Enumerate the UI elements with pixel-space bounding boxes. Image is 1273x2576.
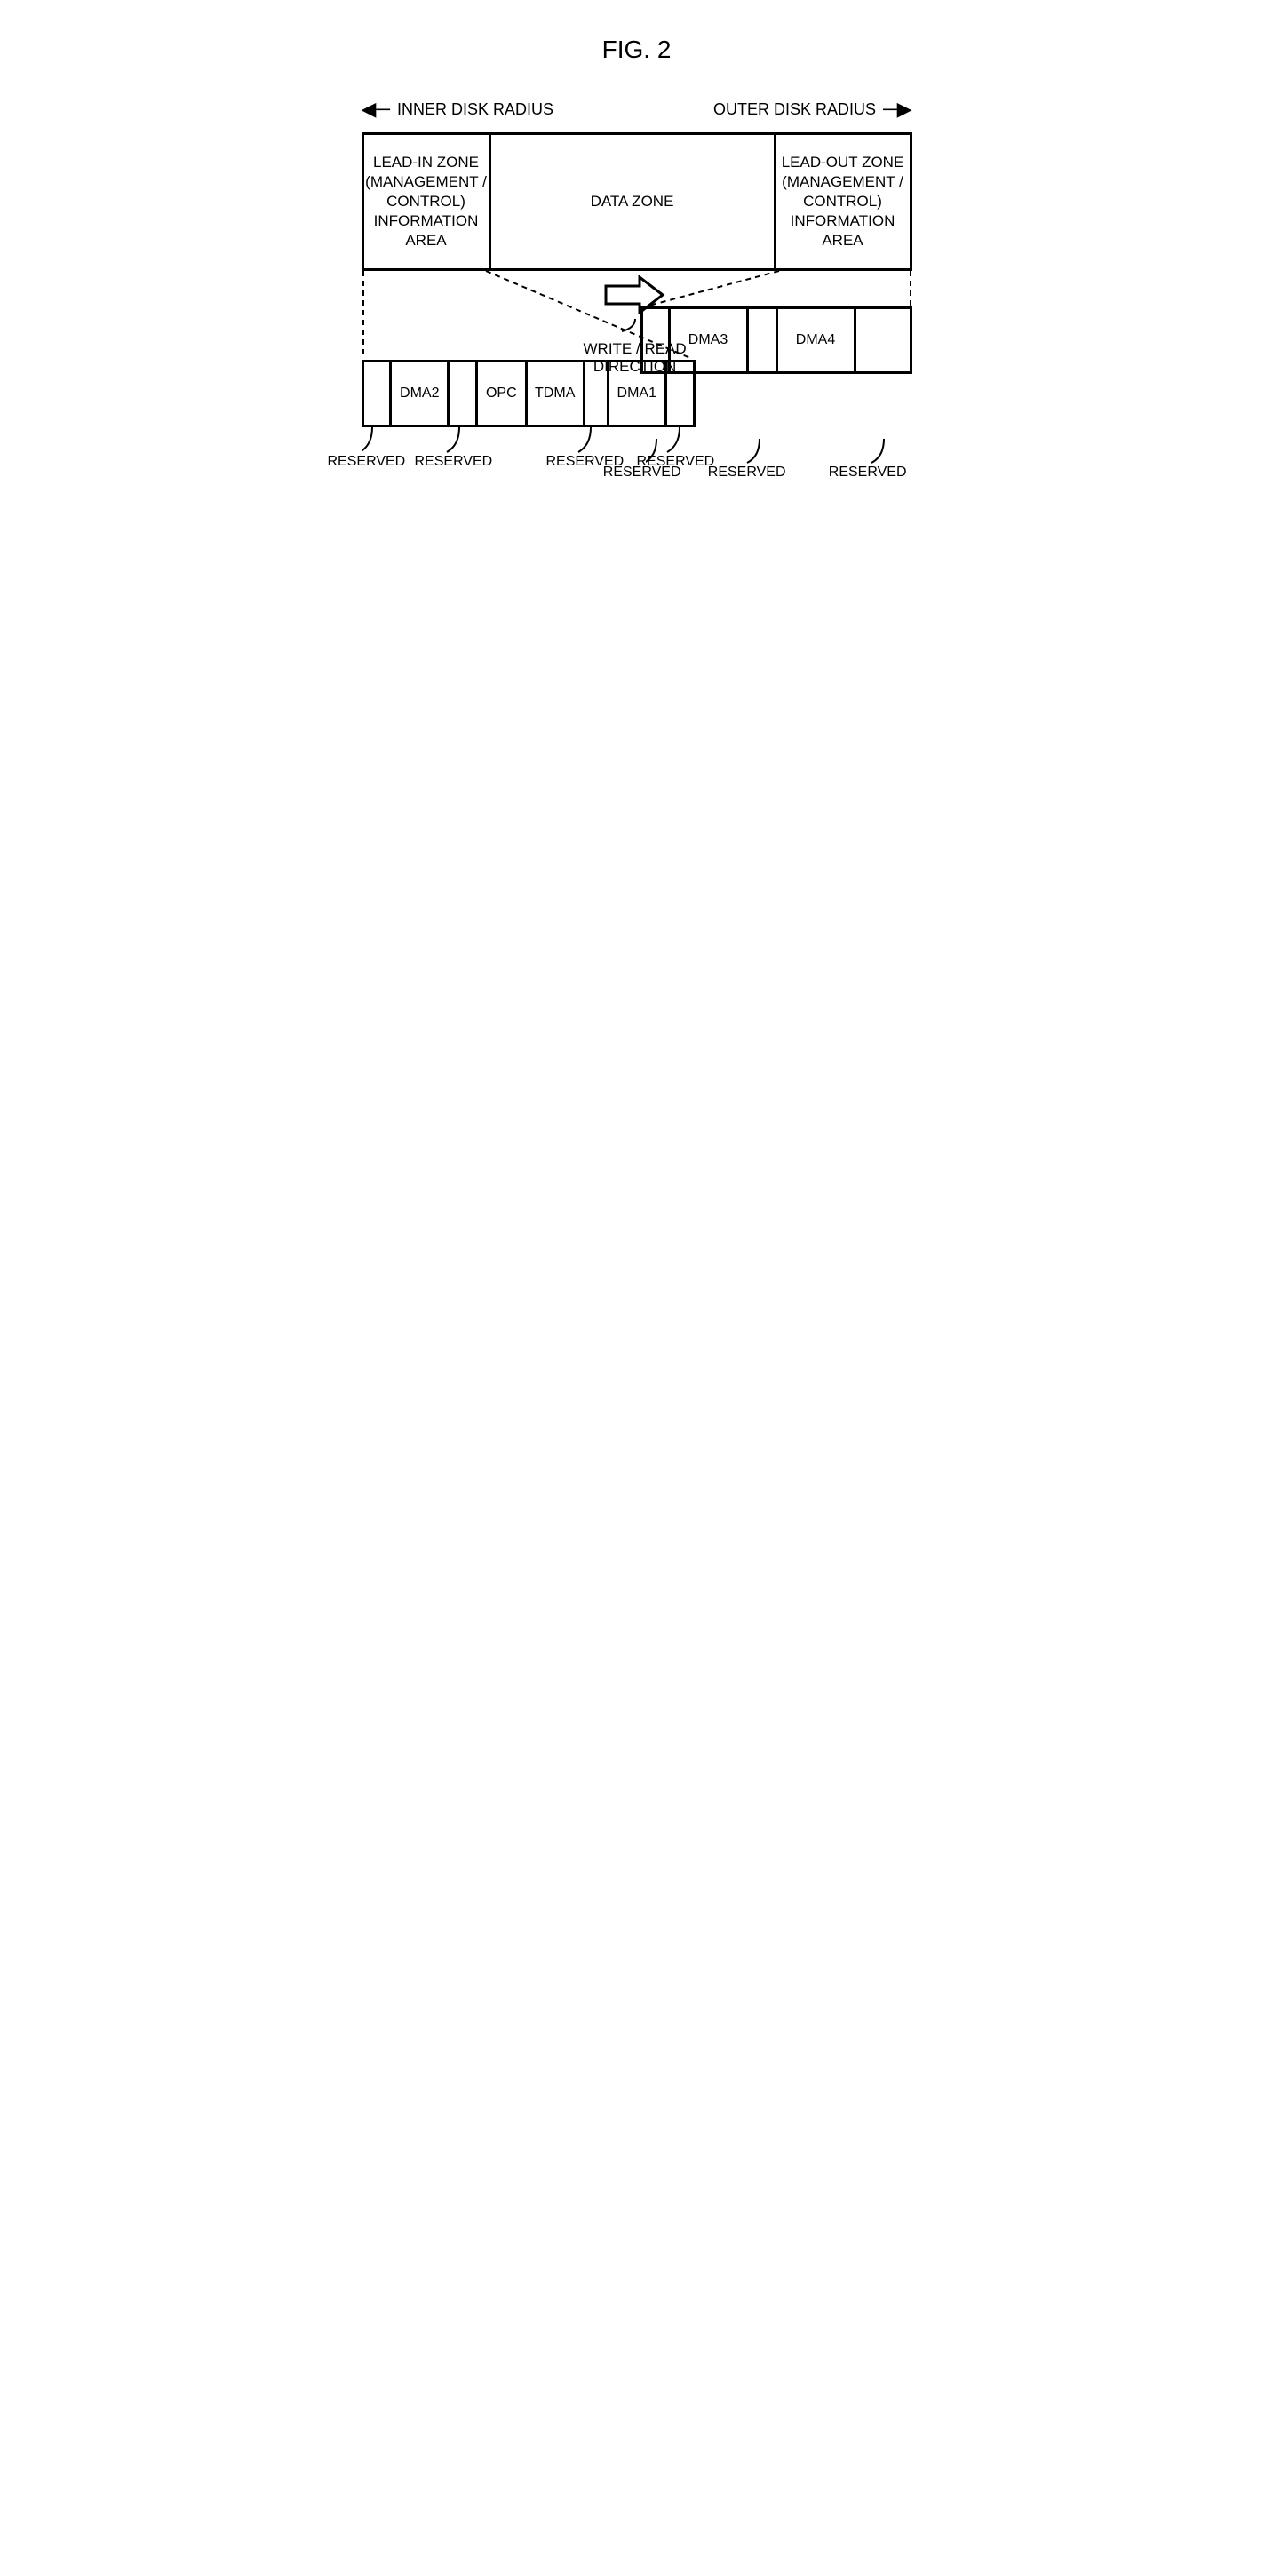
cell-reserved	[585, 362, 609, 425]
cell-reserved	[364, 362, 393, 425]
lead-in-zone: LEAD-IN ZONE(MANAGEMENT / CONTROL)INFORM…	[364, 135, 491, 268]
zone-layout-bar: LEAD-IN ZONE(MANAGEMENT / CONTROL)INFORM…	[362, 132, 912, 271]
arrow-left-icon: ◀─	[362, 99, 391, 119]
cell-reserved	[856, 309, 910, 371]
inner-radius-text: INNER DISK RADIUS	[397, 100, 553, 119]
data-zone: DATA ZONE	[491, 135, 776, 268]
cell-dma2: DMA2	[392, 362, 450, 425]
outer-radius-label: OUTER DISK RADIUS ─▶	[713, 99, 912, 119]
cell-tdma: TDMA	[528, 362, 585, 425]
lead-out-zone: LEAD-OUT ZONE(MANAGEMENT / CONTROL)INFOR…	[776, 135, 910, 268]
cell-opc: OPC	[478, 362, 528, 425]
reserved-label-2: RESERVED	[415, 454, 493, 470]
figure-title: FIG. 2	[362, 36, 912, 64]
outer-radius-text: OUTER DISK RADIUS	[713, 100, 876, 119]
inner-radius-label: ◀─ INNER DISK RADIUS	[362, 99, 554, 119]
reserved-label-6: RESERVED	[708, 465, 786, 481]
reserved-label-1: RESERVED	[328, 454, 406, 470]
reserved-label-5: RESERVED	[603, 465, 681, 481]
cell-reserved	[749, 309, 778, 371]
cell-dma3: DMA3	[671, 309, 749, 371]
reserved-labels-area: RESERVED RESERVED RESERVED RESERVED RESE…	[362, 427, 912, 498]
arrow-right-icon: ─▶	[883, 99, 912, 119]
cell-reserved	[450, 362, 478, 425]
reserved-leaders-out-svg	[646, 374, 912, 507]
cell-dma4: DMA4	[778, 309, 856, 371]
lead-out-detail-bar: DMA3 DMA4	[640, 306, 912, 374]
cell-reserved	[643, 309, 671, 371]
reserved-label-7: RESERVED	[829, 465, 907, 481]
